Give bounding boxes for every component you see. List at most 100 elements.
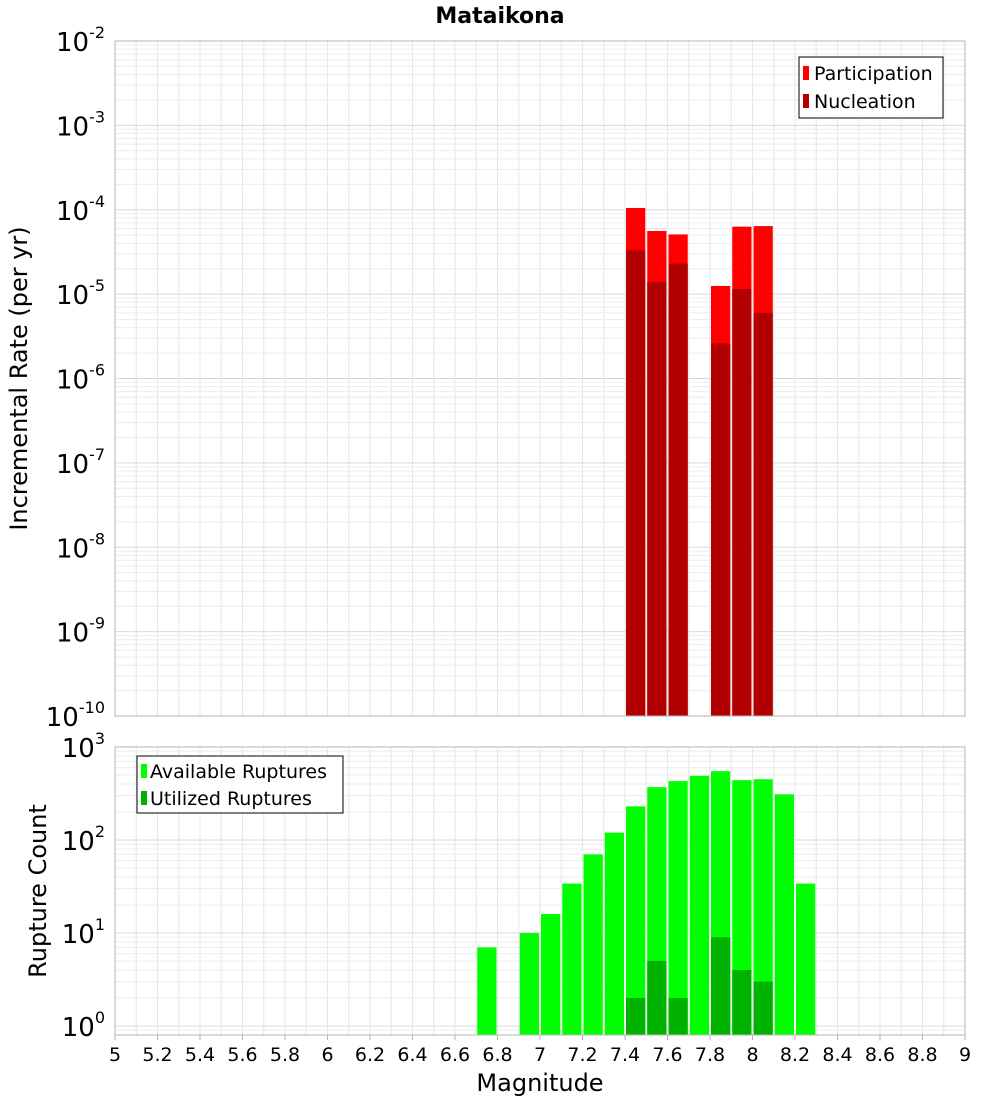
x-tick-label: 8 xyxy=(746,1044,758,1066)
rate-y-tick-label: 10-8 xyxy=(56,529,105,564)
count-y-tick-label-base: 10 xyxy=(62,920,95,950)
rate-y-tick-label: 10-6 xyxy=(56,361,105,396)
x-tick-label: 6.8 xyxy=(482,1044,512,1066)
count-y-tick-label-base: 10 xyxy=(62,1013,95,1043)
x-tick-label: 6 xyxy=(321,1044,333,1066)
rate-y-tick-label-exponent: -10 xyxy=(79,698,105,717)
count-y-tick-label: 102 xyxy=(62,822,105,857)
x-tick-label: 8.8 xyxy=(907,1044,937,1066)
rate-y-tick-label: 10-4 xyxy=(56,192,105,227)
available-ruptures-bar xyxy=(689,775,709,1035)
available-ruptures-bar xyxy=(668,781,688,1035)
x-tick-label: 6.6 xyxy=(440,1044,470,1066)
available-ruptures-bar xyxy=(519,932,539,1035)
available-ruptures-bar xyxy=(626,806,646,1035)
count-y-tick-label: 100 xyxy=(62,1008,105,1043)
available-ruptures-bar xyxy=(774,794,794,1035)
x-tick-label: 7.6 xyxy=(652,1044,682,1066)
rate-y-tick-label-exponent: -3 xyxy=(89,107,105,126)
x-tick-label: 5.2 xyxy=(142,1044,172,1066)
nucleation-bar xyxy=(626,250,646,717)
utilized-ruptures-bar xyxy=(753,981,773,1035)
utilized-ruptures-bar xyxy=(711,937,731,1035)
rate-y-tick-label-exponent: -5 xyxy=(89,276,105,295)
rate-y-tick-label-base: 10 xyxy=(56,366,89,396)
rate-y-tick-label-exponent: -7 xyxy=(89,445,105,464)
participation-legend-label: Participation xyxy=(814,63,933,85)
rate-y-tick-label-exponent: -8 xyxy=(89,529,105,548)
nucleation-bar xyxy=(753,312,773,716)
rate-y-tick-label: 10-7 xyxy=(56,445,105,480)
magnitude-x-ticks: 5 5.2 5.4 5.6 5.8 6 6.2 6.4 6.6 6.8 7 7.2 7.4 7.6 7.8 8… xyxy=(109,1035,971,1066)
x-tick-label: 5.6 xyxy=(227,1044,257,1066)
available-ruptures-bar xyxy=(477,947,497,1035)
count-legend-box xyxy=(136,755,344,814)
x-tick-label: 6.2 xyxy=(355,1044,385,1066)
x-tick-label: 5.4 xyxy=(185,1044,215,1066)
rate-y-tick-label: 10-3 xyxy=(56,107,105,142)
rate-y-tick-label-base: 10 xyxy=(56,112,89,142)
rate-y-tick-label: 10-10 xyxy=(46,698,105,733)
x-tick-label: 9 xyxy=(959,1044,971,1066)
utilized-ruptures-bar xyxy=(668,997,688,1035)
nucleation-bar xyxy=(668,263,688,716)
utilized-legend-label: Utilized Ruptures xyxy=(150,788,312,810)
nucleation-legend-swatch xyxy=(803,94,809,108)
count-y-tick-label-exponent: 3 xyxy=(95,729,105,748)
count-y-tick-label-base: 10 xyxy=(62,734,95,764)
x-tick-label: 7.2 xyxy=(567,1044,597,1066)
available-ruptures-bar xyxy=(753,779,773,1035)
count-y-tick-label-exponent: 0 xyxy=(95,1008,105,1027)
rate-y-tick-label-base: 10 xyxy=(56,28,89,58)
rate-y-tick-label-exponent: -9 xyxy=(89,614,105,633)
rate-panel-legend: Participation Nucleation xyxy=(798,56,944,119)
rate-y-tick-label-base: 10 xyxy=(56,619,89,649)
rate-panel-y-label: Incremental Rate (per yr) xyxy=(5,226,33,530)
rate-y-tick-label-exponent: -6 xyxy=(89,361,105,380)
rate-y-tick-label-exponent: -4 xyxy=(89,192,105,211)
x-tick-label: 7 xyxy=(534,1044,546,1066)
available-legend-swatch xyxy=(141,764,147,778)
nucleation-bar xyxy=(732,289,752,716)
rate-panel-bars xyxy=(626,207,773,717)
count-y-tick-label-exponent: 1 xyxy=(95,915,105,934)
rate-y-tick-label-base: 10 xyxy=(46,703,79,733)
rate-y-tick-label: 10-5 xyxy=(56,276,105,311)
x-tick-label: 7.8 xyxy=(695,1044,725,1066)
available-ruptures-bar xyxy=(796,883,816,1035)
x-tick-label: 8.2 xyxy=(780,1044,810,1066)
rate-y-tick-label-base: 10 xyxy=(56,281,89,311)
utilized-ruptures-bar xyxy=(647,960,667,1035)
available-ruptures-bar xyxy=(562,883,582,1035)
count-y-tick-label-exponent: 2 xyxy=(95,822,105,841)
chart-title: Mataikona xyxy=(435,4,564,29)
x-tick-label: 8.4 xyxy=(822,1044,852,1066)
nucleation-bar xyxy=(647,281,667,716)
x-tick-label: 6.4 xyxy=(397,1044,427,1066)
available-legend-label: Available Ruptures xyxy=(150,761,327,783)
rate-y-tick-label-base: 10 xyxy=(56,534,89,564)
nucleation-legend-label: Nucleation xyxy=(814,91,916,113)
rate-y-tick-label: 10-2 xyxy=(56,23,105,58)
rate-panel-frame xyxy=(114,40,966,717)
available-ruptures-bar xyxy=(604,832,624,1035)
nucleation-bar xyxy=(711,343,731,716)
count-panel-bars xyxy=(477,771,816,1035)
rate-y-tick-label-base: 10 xyxy=(56,450,89,480)
utilized-ruptures-bar xyxy=(732,969,752,1035)
count-y-tick-label: 103 xyxy=(62,729,105,764)
x-tick-label: 5.8 xyxy=(270,1044,300,1066)
count-panel-legend: Available Ruptures Utilized Ruptures xyxy=(136,755,344,814)
x-tick-label: 5 xyxy=(109,1044,121,1066)
x-tick-label: 8.6 xyxy=(865,1044,895,1066)
rate-legend-box xyxy=(798,56,944,119)
utilized-ruptures-bar xyxy=(626,997,646,1035)
x-axis-label: Magnitude xyxy=(476,1069,603,1097)
available-ruptures-bar xyxy=(541,914,561,1035)
rate-y-tick-label: 10-9 xyxy=(56,614,105,649)
